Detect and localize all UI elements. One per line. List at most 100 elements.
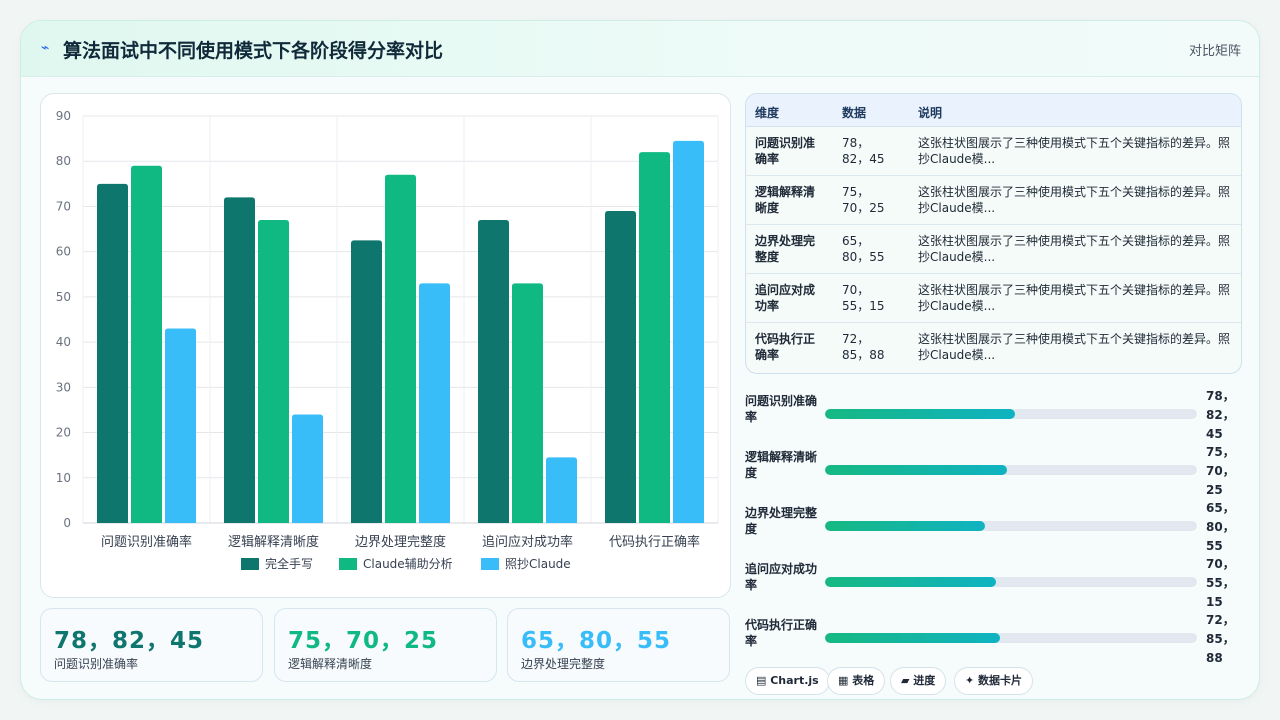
cell-description: 这张柱状图展示了三种使用模式下五个关键指标的差异。照抄Claude模...	[918, 234, 1231, 264]
progress-value: 65，80，55	[1206, 501, 1235, 553]
progress-track	[825, 577, 1197, 587]
progress-label: 代码执行正确率	[745, 618, 818, 648]
bar-chart: 0 10 20 30 40 50 60 70 80 90 问题识别准确率 逻辑解释清晰度 边界处理完整度…	[56, 109, 719, 571]
chip-progress[interactable]: ▰ 进度	[890, 667, 947, 695]
cell-data: 78，82，45	[842, 136, 885, 166]
progress-row: 逻辑解释清晰度 75，70，25	[745, 445, 1235, 499]
y-tick-label: 10	[56, 471, 71, 485]
legend-label: 完全手写	[265, 556, 313, 571]
stat-value: 78，82，45	[54, 628, 205, 654]
bar	[224, 197, 255, 523]
column-header-data: 数据	[842, 106, 867, 120]
progress-row: 边界处理完整度 65，80，55	[745, 501, 1235, 555]
bar	[385, 174, 416, 523]
progress-value: 70，55，15	[1206, 557, 1235, 609]
progress-label: 问题识别准确率	[745, 394, 818, 424]
x-tick-label: 代码执行正确率	[609, 534, 700, 550]
progress-fill	[825, 577, 997, 587]
data-table: 维度 数据 说明 问题识别准确率 78，82，45 这张柱状图展示了三种使用模式…	[745, 93, 1242, 374]
progress-value: 75，70，25	[1206, 445, 1235, 497]
bar	[512, 283, 543, 523]
cell-dimension: 边界处理完整度	[755, 234, 816, 264]
table-row: 代码执行正确率 72，85，88 这张柱状图展示了三种使用模式下五个关键指标的差…	[746, 323, 1241, 372]
progress-value: 78，82，45	[1206, 389, 1235, 441]
legend-swatch	[339, 558, 357, 570]
cell-dimension: 问题识别准确率	[755, 136, 816, 166]
bar	[292, 414, 323, 523]
logo-icon: ⌁	[41, 40, 50, 56]
y-tick-label: 30	[56, 380, 71, 394]
legend-label: 照抄Claude	[505, 557, 571, 571]
cell-data: 75，70，25	[842, 185, 885, 215]
stat-value: 75，70，25	[288, 628, 439, 654]
stat-card: 78，82，45 问题识别准确率	[40, 608, 263, 682]
y-tick-label: 20	[56, 426, 71, 440]
y-tick-label: 50	[56, 290, 71, 304]
cell-dimension: 追问应对成功率	[755, 283, 816, 313]
progress-row: 问题识别准确率 78，82，45	[745, 389, 1235, 443]
cell-dimension: 逻辑解释清晰度	[755, 185, 816, 215]
progress-row: 代码执行正确率 72，85，88	[745, 613, 1235, 667]
bar	[546, 457, 577, 523]
bar	[165, 328, 196, 523]
view-mode-label[interactable]: 对比矩阵	[1188, 44, 1241, 59]
bar	[673, 140, 704, 523]
cell-description: 这张柱状图展示了三种使用模式下五个关键指标的差异。照抄Claude模...	[918, 332, 1231, 362]
table-header-row: 维度 数据 说明	[746, 94, 1241, 127]
header-bar: ⌁ 算法面试中不同使用模式下各阶段得分率对比 对比矩阵	[21, 21, 1259, 77]
chip-chartjs[interactable]: ▤ Chart.js	[745, 667, 830, 695]
bar	[605, 210, 636, 523]
progress-track	[825, 465, 1197, 475]
bar	[351, 240, 382, 523]
table-row: 追问应对成功率 70，55，15 这张柱状图展示了三种使用模式下五个关键指标的差…	[746, 274, 1241, 323]
legend-label: Claude辅助分析	[363, 557, 453, 571]
y-tick-label: 0	[63, 516, 71, 530]
y-tick-label: 80	[56, 154, 71, 168]
stat-card: 65，80，55 边界处理完整度	[507, 608, 730, 682]
progress-track	[825, 633, 1197, 643]
cell-data: 65，80，55	[842, 234, 885, 264]
x-tick-label: 问题识别准确率	[101, 534, 192, 550]
bar	[258, 220, 289, 523]
cell-dimension: 代码执行正确率	[755, 332, 816, 362]
bar	[478, 220, 509, 523]
chip-table[interactable]: ▦ 表格	[827, 667, 886, 695]
progress-fill	[825, 633, 1000, 643]
y-tick-label: 90	[56, 109, 71, 123]
bar	[639, 152, 670, 523]
progress-track	[825, 409, 1197, 419]
dashboard-panel: ⌁ 算法面试中不同使用模式下各阶段得分率对比 对比矩阵 0 10 20 30 40 50 6…	[20, 20, 1260, 700]
progress-label: 逻辑解释清晰度	[745, 450, 818, 480]
column-header-dim: 维度	[755, 106, 780, 120]
progress-fill	[825, 465, 1008, 475]
bar	[419, 283, 450, 523]
stat-label: 问题识别准确率	[54, 657, 139, 671]
progress-label: 追问应对成功率	[745, 562, 818, 592]
y-tick-label: 60	[56, 245, 71, 259]
x-tick-label: 追问应对成功率	[482, 534, 573, 550]
bar-chart-card: 0 10 20 30 40 50 60 70 80 90 问题识别准确率 逻辑解释清晰度 边界处理完整度…	[40, 93, 731, 598]
y-tick-label: 70	[56, 199, 71, 213]
progress-label: 边界处理完整度	[745, 506, 818, 536]
table-row: 问题识别准确率 78，82，45 这张柱状图展示了三种使用模式下五个关键指标的差…	[746, 127, 1241, 176]
table-row: 边界处理完整度 65，80，55 这张柱状图展示了三种使用模式下五个关键指标的差…	[746, 225, 1241, 274]
progress-fill	[825, 409, 1015, 419]
cell-description: 这张柱状图展示了三种使用模式下五个关键指标的差异。照抄Claude模...	[918, 283, 1231, 313]
chip-data-cards[interactable]: ✦ 数据卡片	[954, 667, 1034, 695]
y-tick-label: 40	[56, 335, 71, 349]
cell-description: 这张柱状图展示了三种使用模式下五个关键指标的差异。照抄Claude模...	[918, 136, 1231, 166]
stat-label: 逻辑解释清晰度	[288, 657, 373, 671]
bar	[131, 165, 162, 523]
legend-swatch	[241, 558, 259, 570]
progress-value: 72，85，88	[1206, 613, 1235, 665]
column-header-desc: 说明	[918, 106, 943, 120]
cell-data: 70，55，15	[842, 283, 885, 313]
table-row: 逻辑解释清晰度 75，70，25 这张柱状图展示了三种使用模式下五个关键指标的差…	[746, 176, 1241, 225]
x-tick-label: 逻辑解释清晰度	[228, 534, 319, 550]
cell-data: 72，85，88	[842, 332, 885, 362]
bar	[97, 183, 128, 523]
stat-value: 65，80，55	[521, 628, 672, 654]
stat-card: 75，70，25 逻辑解释清晰度	[274, 608, 497, 682]
progress-fill	[825, 521, 985, 531]
page-title: 算法面试中不同使用模式下各阶段得分率对比	[63, 40, 444, 62]
